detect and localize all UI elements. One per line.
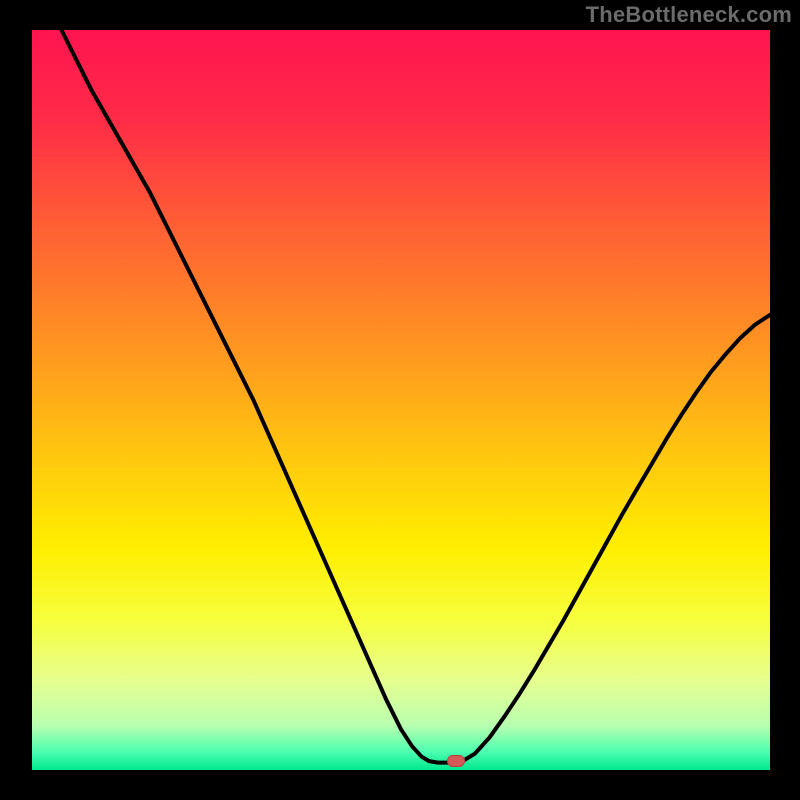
plot-area (32, 30, 770, 770)
watermark-text: TheBottleneck.com (586, 2, 792, 28)
chart-frame: TheBottleneck.com (0, 0, 800, 800)
bottleneck-curve (32, 30, 770, 770)
optimum-marker (447, 755, 465, 767)
curve-path (62, 30, 770, 763)
